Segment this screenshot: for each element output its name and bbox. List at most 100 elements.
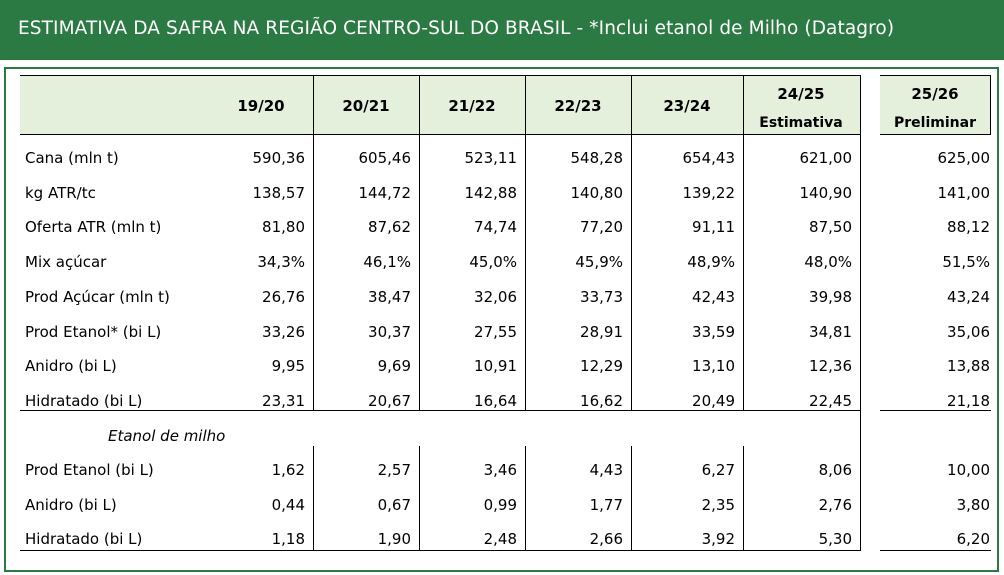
table-cell: 138,57 [252, 184, 306, 202]
table-cell: 6,27 [701, 461, 735, 479]
table-cell: 38,47 [368, 288, 411, 306]
section-divider-prelim [880, 410, 991, 411]
table-cell: 46,1% [363, 253, 411, 271]
table-cell: 590,36 [252, 149, 306, 167]
table-cell: 81,80 [262, 218, 305, 236]
table-cell: 654,43 [682, 149, 736, 167]
table-cell: 16,64 [474, 392, 517, 410]
table-cell: 16,62 [580, 392, 623, 410]
column-separator [631, 446, 632, 551]
table-cell: 1,77 [589, 496, 623, 514]
table-cell: 2,66 [589, 530, 623, 548]
table-cell: 13,88 [947, 357, 990, 375]
table-title: ESTIMATIVA DA SAFRA NA REGIÃO CENTRO-SUL… [18, 18, 895, 39]
table-cell: 0,99 [483, 496, 517, 514]
table-cell: 39,98 [809, 288, 852, 306]
subsection-label: Etanol de milho [108, 427, 226, 445]
table-cell: 88,12 [947, 218, 990, 236]
table-cell: 625,00 [937, 149, 991, 167]
table-cell: 87,62 [368, 218, 411, 236]
column-separator [525, 75, 526, 411]
table-cell: 74,74 [474, 218, 517, 236]
header-background [20, 75, 861, 135]
table-cell: 87,50 [809, 218, 852, 236]
table-cell: 8,06 [818, 461, 852, 479]
table-cell: 30,37 [368, 323, 411, 341]
column-header: 21/22 [448, 97, 496, 115]
row-label: Anidro (bi L) [25, 357, 117, 375]
table-bottom-border-prelim [880, 550, 991, 551]
table-cell: 45,9% [575, 253, 623, 271]
table-cell: 139,22 [682, 184, 736, 202]
table-cell: 91,11 [692, 218, 735, 236]
column-header: 22/23 [554, 97, 602, 115]
row-label: Prod Açúcar (mln t) [25, 288, 170, 306]
table-cell: 43,24 [947, 288, 990, 306]
table-cell: 42,43 [692, 288, 735, 306]
column-header: 20/21 [342, 97, 390, 115]
table-cell: 45,0% [469, 253, 517, 271]
column-separator [860, 75, 861, 410]
table-cell: 10,00 [947, 461, 990, 479]
table-cell: 605,46 [358, 149, 412, 167]
table-cell: 21,18 [947, 392, 990, 410]
table-cell: 9,95 [271, 357, 305, 375]
table-cell: 51,5% [942, 253, 990, 271]
table-cell: 621,00 [799, 149, 853, 167]
table-cell: 48,9% [687, 253, 735, 271]
table-cell: 3,80 [956, 496, 990, 514]
row-label: Oferta ATR (mln t) [25, 218, 162, 236]
table-cell: 27,55 [474, 323, 517, 341]
table-cell: 33,59 [692, 323, 735, 341]
table-cell: 13,10 [692, 357, 735, 375]
table-cell: 20,49 [692, 392, 735, 410]
table-cell: 32,06 [474, 288, 517, 306]
row-label: Cana (mln t) [25, 149, 119, 167]
table-cell: 12,36 [809, 357, 852, 375]
table-cell: 144,72 [358, 184, 412, 202]
table-cell: 34,81 [809, 323, 852, 341]
table-cell: 140,80 [570, 184, 624, 202]
column-separator [631, 75, 632, 411]
header-bottom-border-prelim [880, 134, 991, 135]
column-header: 19/20 [237, 97, 285, 115]
table-cell: 140,90 [799, 184, 853, 202]
table-cell: 1,18 [271, 530, 305, 548]
row-label: Mix açúcar [25, 253, 107, 271]
column-separator [743, 446, 744, 551]
column-header-note: Estimativa [759, 115, 843, 131]
table-cell: 5,30 [818, 530, 852, 548]
row-label: kg ATR/tc [25, 184, 96, 202]
table-frame [4, 67, 999, 572]
row-label: Prod Etanol* (bi L) [25, 323, 162, 341]
table-cell: 141,00 [937, 184, 991, 202]
header-top-border-prelim [880, 75, 991, 76]
table-cell: 6,20 [956, 530, 990, 548]
table-cell: 35,06 [947, 323, 990, 341]
table-cell: 2,35 [701, 496, 735, 514]
table-cell: 34,3% [257, 253, 305, 271]
table-cell: 20,67 [368, 392, 411, 410]
table-cell: 26,76 [262, 288, 305, 306]
table-cell: 548,28 [570, 149, 624, 167]
row-label: Anidro (bi L) [25, 496, 117, 514]
table-cell: 2,57 [377, 461, 411, 479]
table-cell: 142,88 [464, 184, 518, 202]
table-cell: 4,43 [589, 461, 623, 479]
table-cell: 48,0% [804, 253, 852, 271]
table-cell: 33,26 [262, 323, 305, 341]
table-cell: 3,92 [701, 530, 735, 548]
table-cell: 1,62 [271, 461, 305, 479]
table-cell: 23,31 [262, 392, 305, 410]
column-separator [419, 75, 420, 411]
table-cell: 3,46 [483, 461, 517, 479]
column-separator [419, 446, 420, 551]
section-divider [20, 410, 861, 411]
table-cell: 0,44 [271, 496, 305, 514]
column-separator [313, 446, 314, 551]
table-cell: 33,73 [580, 288, 623, 306]
header-top-border [20, 75, 861, 76]
column-separator [860, 410, 861, 551]
header-background-preliminar [880, 75, 991, 135]
